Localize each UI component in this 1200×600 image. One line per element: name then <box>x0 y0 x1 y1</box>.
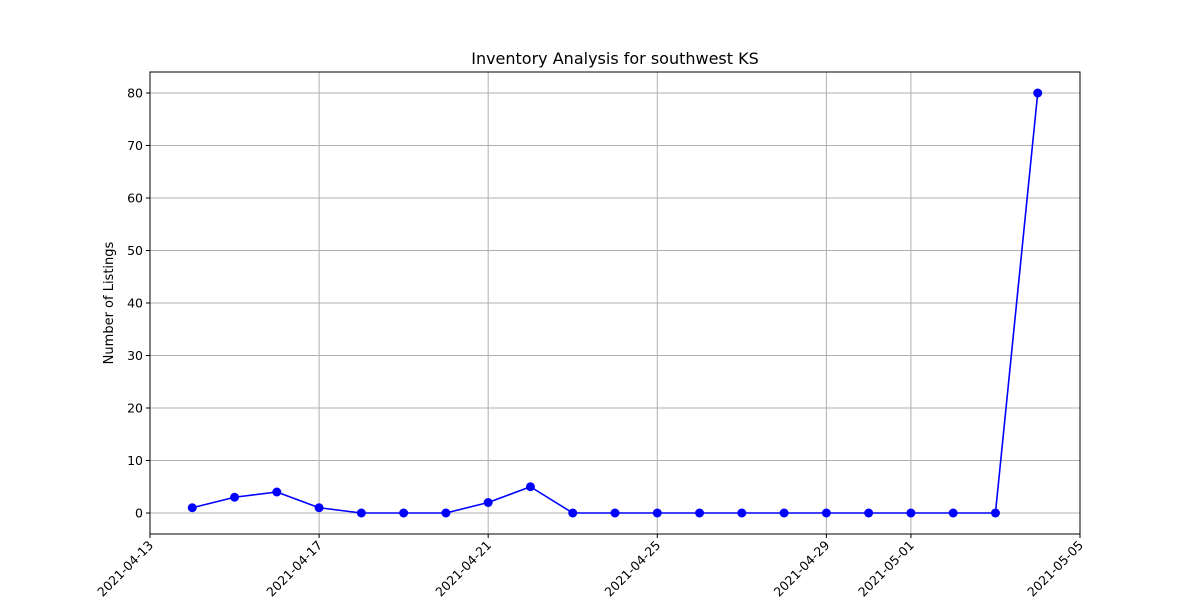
y-tick-label: 70 <box>127 138 143 153</box>
data-point <box>779 508 789 518</box>
y-tick-label: 50 <box>127 243 143 258</box>
grid <box>149 72 1081 534</box>
data-point <box>948 508 958 518</box>
data-point <box>441 508 451 518</box>
data-point <box>610 508 620 518</box>
series-layer <box>187 88 1043 518</box>
data-point <box>1033 88 1043 98</box>
y-axis-label: Number of Listings <box>102 241 117 364</box>
data-point <box>821 508 831 518</box>
data-point <box>187 503 197 513</box>
data-point <box>990 508 1000 518</box>
data-point <box>864 508 874 518</box>
y-tick-label: 20 <box>127 401 143 416</box>
y-tick-label: 30 <box>127 348 143 363</box>
data-point <box>230 492 240 502</box>
data-point <box>906 508 916 518</box>
y-tick-label: 60 <box>127 191 143 206</box>
y-tick-label: 10 <box>127 453 143 468</box>
y-tick-label: 80 <box>127 86 143 101</box>
y-tick-label: 0 <box>135 506 143 521</box>
data-point <box>356 508 366 518</box>
data-point <box>525 482 535 492</box>
data-point <box>737 508 747 518</box>
chart-title: Inventory Analysis for southwest KS <box>471 49 759 68</box>
data-point <box>399 508 409 518</box>
data-point <box>272 487 282 497</box>
data-point <box>695 508 705 518</box>
y-tick-label: 40 <box>127 296 143 311</box>
data-point <box>314 503 324 513</box>
data-point <box>568 508 578 518</box>
data-point <box>483 498 493 507</box>
data-point <box>652 508 662 518</box>
